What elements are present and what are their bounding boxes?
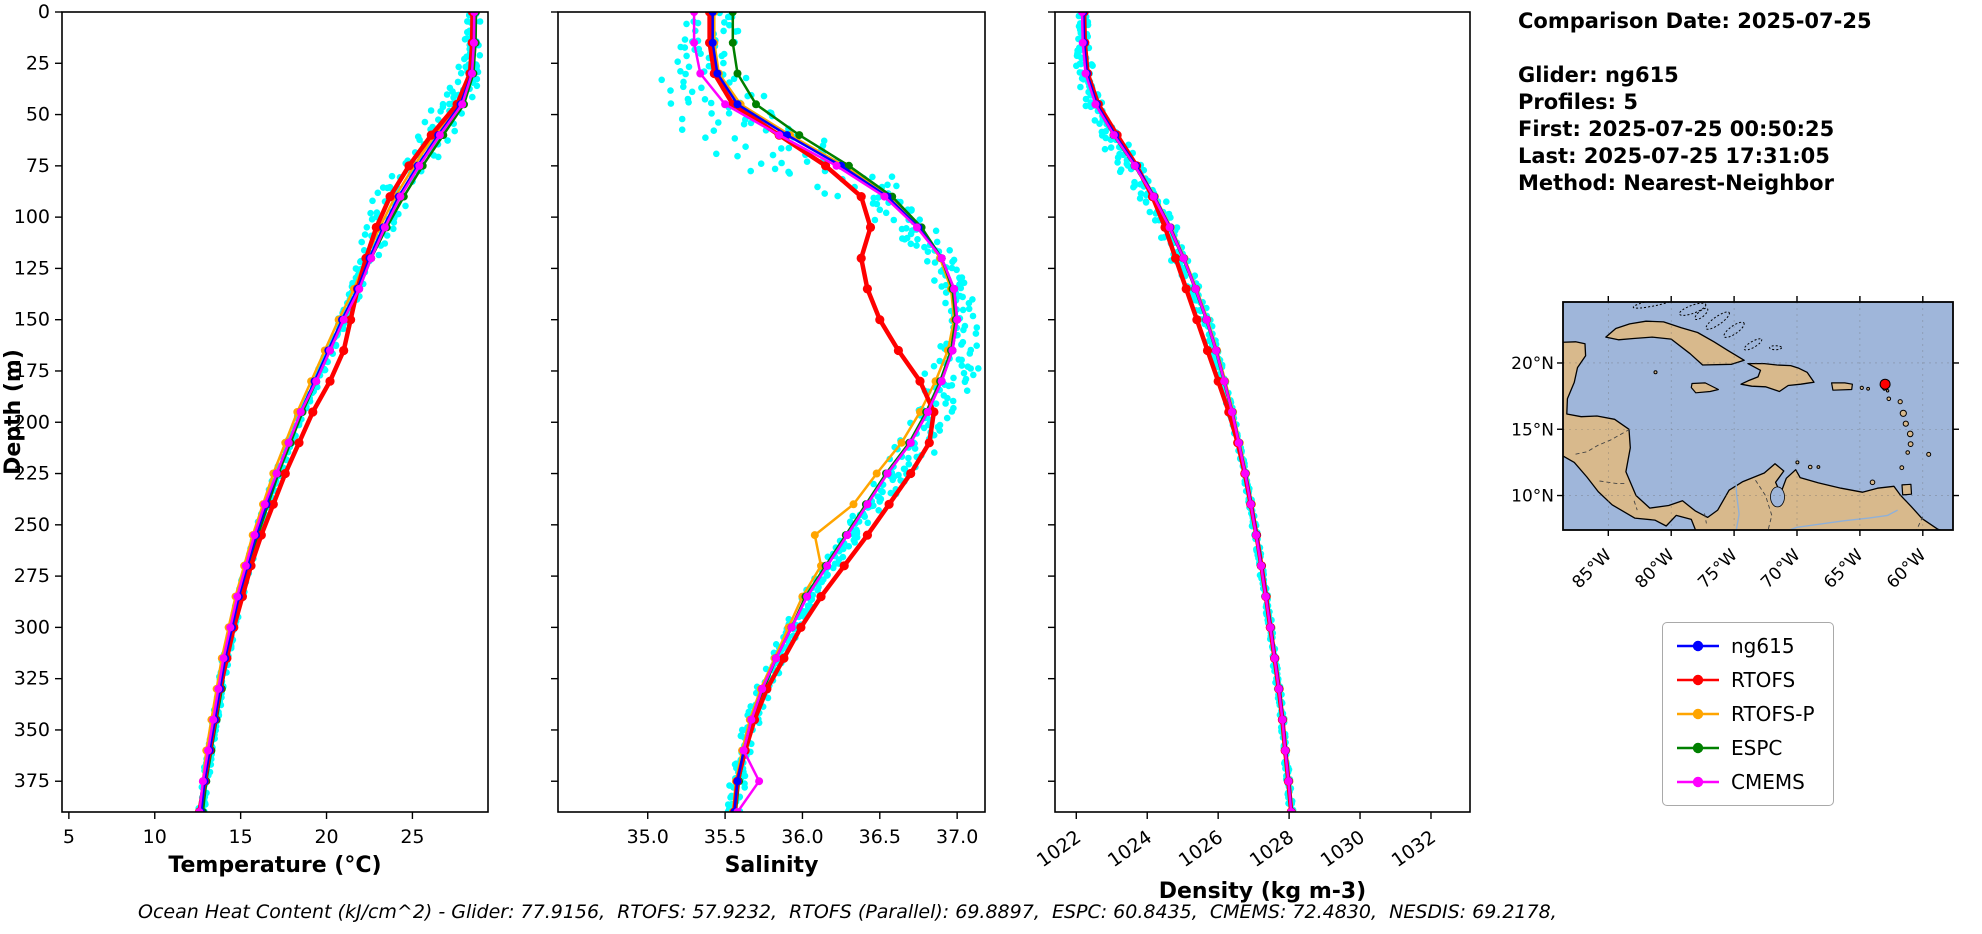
svg-text:1032: 1032: [1388, 826, 1440, 872]
legend-label: ESPC: [1731, 736, 1783, 760]
svg-text:50: 50: [26, 104, 50, 126]
profiles-count-line: Profiles: 5: [1518, 90, 1639, 114]
series-cmems-density: [1078, 12, 1296, 812]
svg-text:36.0: 36.0: [781, 826, 823, 848]
svg-text:15: 15: [229, 826, 253, 848]
map-lon-label: 65°W: [1820, 545, 1867, 592]
series-cmems-temperature: [195, 12, 479, 812]
svg-text:25: 25: [400, 826, 424, 848]
x-ticks-density: 1022 1024 1026 1028 1030 1032: [1033, 812, 1440, 872]
map-lon-label: 75°W: [1694, 545, 1741, 592]
legend-label: ng615: [1731, 634, 1795, 658]
depth-ticks-salinity: [551, 11, 558, 782]
x-ticks-temperature: 5 10 15 20 25: [63, 812, 425, 848]
comparison-date-line: Comparison Date: 2025-07-25: [1518, 9, 1872, 33]
subplot-salinity: 35.0 35.5 36.0 36.5 37.0 Salinity: [551, 11, 986, 878]
legend-entry-ng615: ng615: [1675, 634, 1815, 658]
depth-ticks-temperature: 0 25 50 75 100 125 150 175 200 225 250 275 300 325 350…: [14, 1, 62, 792]
xlabel-salinity: Salinity: [725, 853, 819, 878]
svg-text:75: 75: [26, 155, 50, 177]
svg-text:20: 20: [314, 826, 338, 848]
map-lat-label: 20°N: [1511, 354, 1554, 374]
subplot-density: 1022 1024 1026 1028 1030 1032 Density (kg m-3): [1033, 11, 1471, 904]
map-lat-label: 10°N: [1511, 487, 1554, 507]
legend-box: ng615 RTOFS RTOFS-P ESPC CMEMS: [1662, 622, 1834, 806]
map-lon-label: 60°W: [1883, 545, 1930, 592]
last-time-line: Last: 2025-07-25 17:31:05: [1518, 144, 1830, 168]
depth-ticks-density: [1048, 11, 1055, 782]
svg-text:35.5: 35.5: [704, 826, 746, 848]
svg-text:1022: 1022: [1033, 826, 1085, 872]
legend-marker-icon: [1677, 708, 1719, 720]
legend-entry-cmems: CMEMS: [1675, 770, 1815, 794]
legend-marker-icon: [1677, 776, 1719, 788]
svg-text:175: 175: [14, 360, 50, 382]
ohc-text: Ocean Heat Content (kJ/cm^2) - Glider: 7…: [138, 901, 1557, 923]
map-lon-label: 85°W: [1568, 545, 1615, 592]
ylabel-depth: Depth (m): [1, 349, 26, 475]
svg-text:10: 10: [143, 826, 167, 848]
profile-plots: 0 25 50 75 100 125 150 175 200 225 250 275 300 325 350…: [1, 1, 1471, 904]
svg-text:5: 5: [63, 826, 75, 848]
first-time-line: First: 2025-07-25 00:50:25: [1518, 117, 1835, 141]
svg-text:36.5: 36.5: [859, 826, 901, 848]
svg-text:200: 200: [14, 411, 50, 433]
svg-text:300: 300: [14, 616, 50, 638]
legend-label: RTOFS: [1731, 668, 1796, 692]
svg-text:1028: 1028: [1246, 826, 1298, 872]
method-line: Method: Nearest-Neighbor: [1518, 171, 1834, 195]
svg-text:1030: 1030: [1317, 826, 1369, 872]
info-panel: Comparison Date: 2025-07-25 Glider: ng61…: [1518, 8, 1872, 197]
svg-text:150: 150: [14, 309, 50, 331]
glider-location-marker: [1879, 378, 1891, 390]
legend-marker-icon: [1677, 674, 1719, 686]
legend-marker-icon: [1677, 640, 1719, 652]
glider-name-line: Glider: ng615: [1518, 63, 1679, 87]
svg-text:0: 0: [38, 1, 50, 23]
map-lon-label: 80°W: [1631, 545, 1678, 592]
series-cmems-salinity: [690, 12, 962, 812]
legend-label: RTOFS-P: [1731, 702, 1815, 726]
svg-text:1024: 1024: [1104, 826, 1156, 872]
legend-entry-rtofs-p: RTOFS-P: [1675, 702, 1815, 726]
legend-entry-rtofs: RTOFS: [1675, 668, 1815, 692]
legend-marker-icon: [1677, 742, 1719, 754]
legend-label: CMEMS: [1731, 770, 1805, 794]
xlabel-density: Density (kg m-3): [1159, 879, 1367, 904]
xlabel-temperature: Temperature (°C): [168, 853, 381, 878]
map-lon-label: 70°W: [1757, 545, 1804, 592]
svg-text:25: 25: [26, 52, 50, 74]
x-ticks-salinity: 35.0 35.5 36.0 36.5 37.0: [627, 812, 978, 848]
svg-text:35.0: 35.0: [627, 826, 669, 848]
svg-text:225: 225: [14, 463, 50, 485]
location-map: 20°N 15°N 10°N 85°W 80°W 75°W 70°W 65°W 60°W: [1511, 296, 1959, 593]
subplot-temperature: 0 25 50 75 100 125 150 175 200 225 250 275 300 325 350…: [14, 1, 489, 878]
legend-entry-espc: ESPC: [1675, 736, 1815, 760]
spacer-line: [1518, 35, 1872, 62]
svg-text:125: 125: [14, 257, 50, 279]
svg-text:1026: 1026: [1175, 826, 1227, 872]
svg-text:37.0: 37.0: [936, 826, 978, 848]
map-features: [1563, 302, 1953, 530]
svg-text:375: 375: [14, 770, 50, 792]
svg-text:100: 100: [14, 206, 50, 228]
svg-text:250: 250: [14, 514, 50, 536]
svg-text:275: 275: [14, 565, 50, 587]
map-lat-label: 15°N: [1511, 420, 1554, 440]
svg-text:350: 350: [14, 719, 50, 741]
svg-text:325: 325: [14, 668, 50, 690]
